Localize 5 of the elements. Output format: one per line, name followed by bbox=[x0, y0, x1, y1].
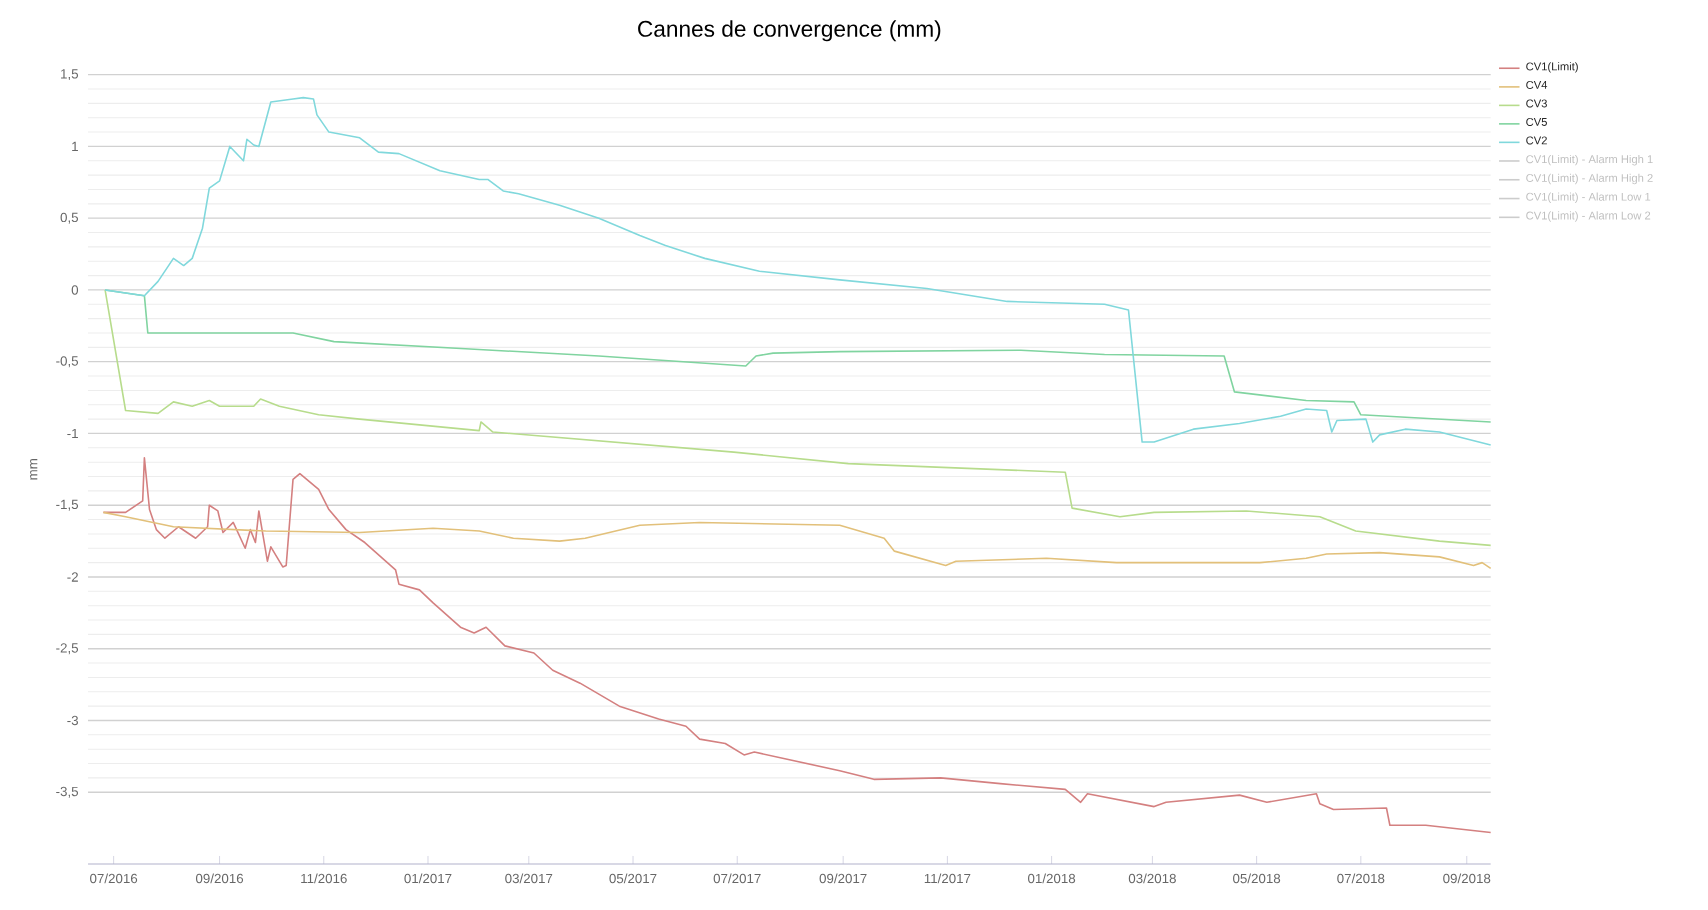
line-series bbox=[104, 96, 1492, 446]
chart-title: Cannes de convergence (mm) bbox=[638, 20, 941, 42]
line-series bbox=[102, 457, 1492, 834]
line-series bbox=[102, 511, 1492, 570]
line-series bbox=[104, 289, 1492, 547]
